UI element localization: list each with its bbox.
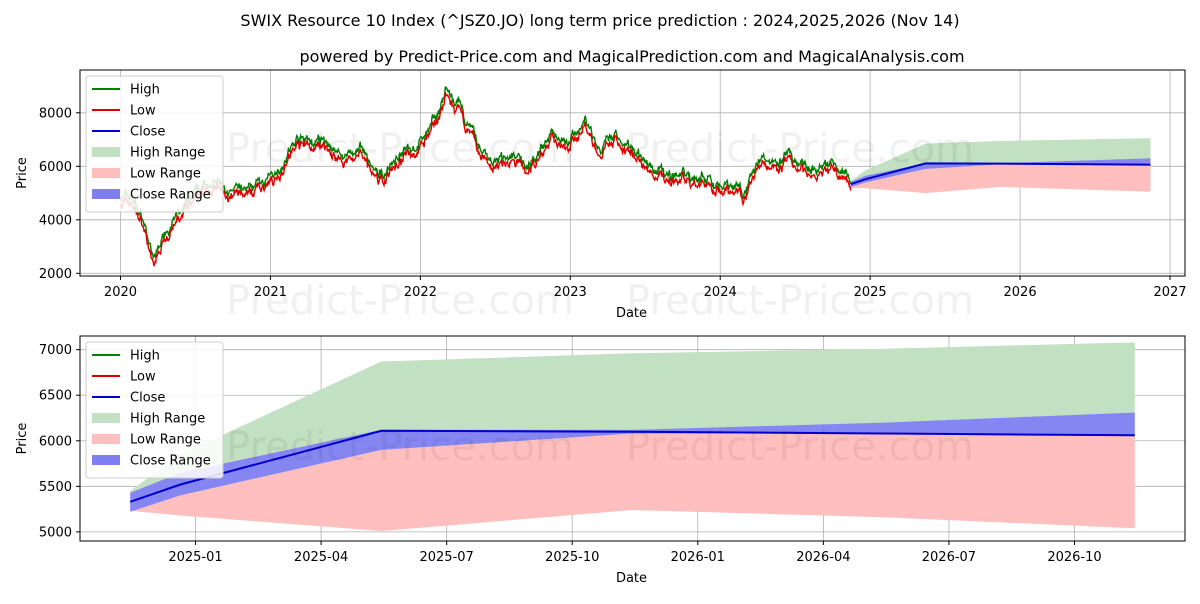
y-tick-label: 7000 xyxy=(39,343,72,358)
x-tick-label: 2026-04 xyxy=(796,550,850,565)
y-axis-label: Price xyxy=(15,423,30,455)
x-tick-label: 2023 xyxy=(554,285,587,300)
watermark: Predict-Price.com xyxy=(226,424,574,470)
legend-box xyxy=(85,75,224,213)
y-tick-label: 6000 xyxy=(39,160,72,175)
legend-high-label: High xyxy=(130,83,160,98)
legend-high-label: High xyxy=(130,349,160,364)
plot-frame xyxy=(79,335,1186,542)
legend-box xyxy=(85,341,224,479)
legend-low-range-label: Low Range xyxy=(130,433,201,448)
plot-frame xyxy=(79,69,1186,277)
x-tick-label: 2026-10 xyxy=(1047,550,1101,565)
legend-low-range-swatch xyxy=(92,168,120,178)
high-history-line xyxy=(119,86,852,260)
legend-high-range-label: High Range xyxy=(130,146,205,161)
long-term-panel: 2020 2021 2022 2023 2024 2025 2026 2027 2000 4000… xyxy=(15,69,1187,324)
low-range-band xyxy=(130,433,1135,531)
x-tick-label: 2024 xyxy=(704,285,737,300)
watermark: Predict-Price.com xyxy=(626,126,974,172)
legend: High Low Close High Range Low Range Close Ran… xyxy=(85,75,224,213)
x-tick-label: 2022 xyxy=(404,285,437,300)
legend: High Low Close High Range Low Range Close Ran… xyxy=(85,341,224,479)
close-range-band xyxy=(850,158,1151,188)
chart-subtitle: powered by Predict-Price.com and Magical… xyxy=(299,47,964,66)
x-tick-label: 2025-01 xyxy=(168,550,222,565)
x-axis-label: Date xyxy=(616,306,647,321)
legend-close-label: Close xyxy=(130,391,165,406)
legend-high-range-label: High Range xyxy=(130,412,205,427)
y-tick-label: 8000 xyxy=(39,106,72,121)
y-tick-label: 5500 xyxy=(39,480,72,495)
y-axis-label: Price xyxy=(15,157,30,189)
close-range-band xyxy=(130,412,1135,512)
legend-close-range-swatch xyxy=(92,455,120,465)
legend-close-range-label: Close Range xyxy=(130,188,211,203)
x-tick-label: 2027 xyxy=(1153,285,1186,300)
y-tick-label: 6500 xyxy=(39,389,72,404)
legend-low-label: Low xyxy=(130,370,156,385)
x-tick-label: 2025 xyxy=(854,285,887,300)
x-tick-label: 2020 xyxy=(104,285,137,300)
x-tick-label: 2026-07 xyxy=(922,550,976,565)
legend-high-range-swatch xyxy=(92,413,120,423)
y-tick-label: 4000 xyxy=(39,213,72,228)
y-tick-label: 5000 xyxy=(39,525,72,540)
legend-low-label: Low xyxy=(130,104,156,119)
x-tick-label: 2025-07 xyxy=(419,550,473,565)
forecast-detail-panel: 2025-01 2025-04 2025-07 2025-10 2026-01 2026-… xyxy=(15,335,1186,586)
x-tick-label: 2026-01 xyxy=(671,550,725,565)
y-tick-label: 2000 xyxy=(39,267,72,282)
high-range-band xyxy=(130,342,1135,493)
x-tick-label: 2025-10 xyxy=(545,550,599,565)
high-range-band xyxy=(850,138,1151,182)
y-tick-label: 6000 xyxy=(39,434,72,449)
watermark: Predict-Price.com xyxy=(226,126,574,172)
close-forecast-line xyxy=(850,162,1151,186)
x-tick-label: 2021 xyxy=(254,285,287,300)
watermark: Predict-Price.com xyxy=(226,278,574,324)
legend-close-range-label: Close Range xyxy=(130,454,211,469)
close-forecast-line xyxy=(129,429,1135,503)
legend-high-range-swatch xyxy=(92,147,120,157)
watermark: Predict-Price.com xyxy=(626,424,974,470)
x-tick-label: 2025-04 xyxy=(294,550,348,565)
x-tick-label: 2026 xyxy=(1004,285,1037,300)
x-axis-label: Date xyxy=(616,571,647,586)
low-range-band xyxy=(850,164,1151,194)
chart-title: SWIX Resource 10 Index (^JSZ0.JO) long t… xyxy=(240,11,959,30)
legend-low-range-label: Low Range xyxy=(130,167,201,182)
legend-close-range-swatch xyxy=(92,189,120,199)
low-history-line xyxy=(119,92,852,267)
watermark: Predict-Price.com xyxy=(626,278,974,324)
legend-close-label: Close xyxy=(130,125,165,140)
legend-low-range-swatch xyxy=(92,434,120,444)
